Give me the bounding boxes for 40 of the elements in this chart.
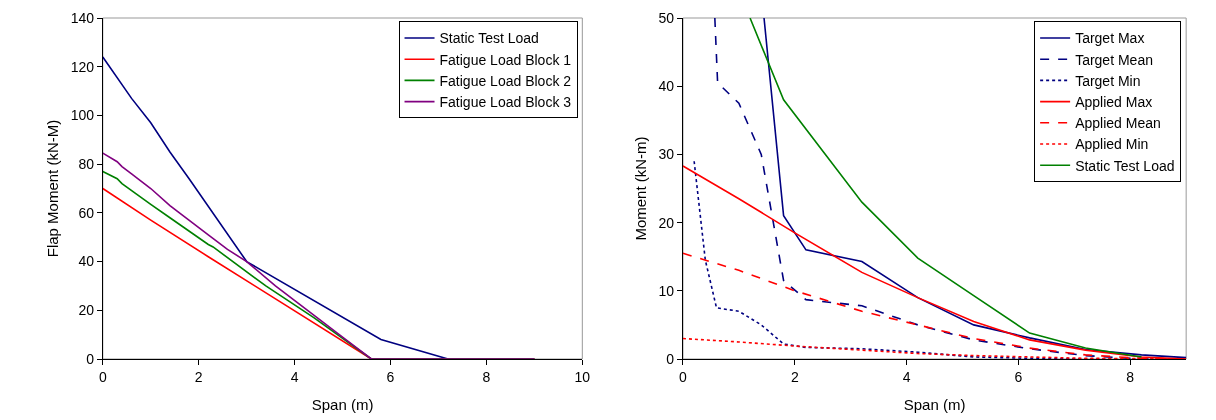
y-tick-label: 60 (78, 204, 95, 221)
x-axis-title: Span (m) (903, 395, 966, 413)
x-tick-label: 6 (1014, 368, 1023, 385)
legend-label: Target Mean (1075, 51, 1153, 68)
legend-label: Applied Mean (1075, 115, 1161, 132)
x-tick-label: 0 (98, 368, 107, 385)
x-tick-label: 4 (290, 368, 299, 385)
legend-label: Static Test Load (439, 30, 539, 47)
y-tick-label: 100 (70, 107, 95, 124)
y-tick-label: 0 (86, 350, 95, 367)
y-tick-label: 40 (658, 78, 675, 95)
x-tick-label: 6 (386, 368, 395, 385)
y-tick-label: 80 (78, 156, 95, 173)
x-tick-label: 2 (194, 368, 203, 385)
y-tick-label: 20 (658, 214, 675, 231)
x-tick-label: 2 (790, 368, 799, 385)
y-tick-label: 120 (70, 58, 95, 75)
x-tick-label: 8 (1126, 368, 1135, 385)
legend-label: Fatigue Load Block 3 (439, 94, 572, 111)
y-axis-title: Flap Moment (kN-M) (43, 119, 61, 258)
legend-label: Fatigue Load Block 1 (439, 51, 572, 68)
x-tick-label: 10 (574, 368, 591, 385)
y-tick-label: 50 (658, 9, 675, 26)
x-axis-title: Span (m) (311, 395, 374, 413)
legend-label: Target Min (1075, 72, 1141, 89)
y-tick-label: 20 (78, 302, 95, 319)
x-tick-label: 0 (679, 368, 688, 385)
legend-label: Applied Min (1075, 136, 1149, 153)
x-tick-label: 4 (902, 368, 911, 385)
y-tick-label: 10 (658, 282, 675, 299)
y-tick-label: 30 (658, 146, 675, 163)
legend-label: Static Test Load (1075, 157, 1175, 174)
y-tick-label: 0 (666, 350, 675, 367)
y-axis-title: Moment (kN-m) (631, 136, 649, 241)
x-tick-label: 8 (482, 368, 491, 385)
legend-label: Target Max (1075, 30, 1145, 47)
legend-label: Applied Max (1075, 94, 1153, 111)
y-tick-label: 40 (78, 253, 95, 270)
y-tick-label: 140 (70, 9, 95, 26)
legend-label: Fatigue Load Block 2 (439, 72, 572, 89)
